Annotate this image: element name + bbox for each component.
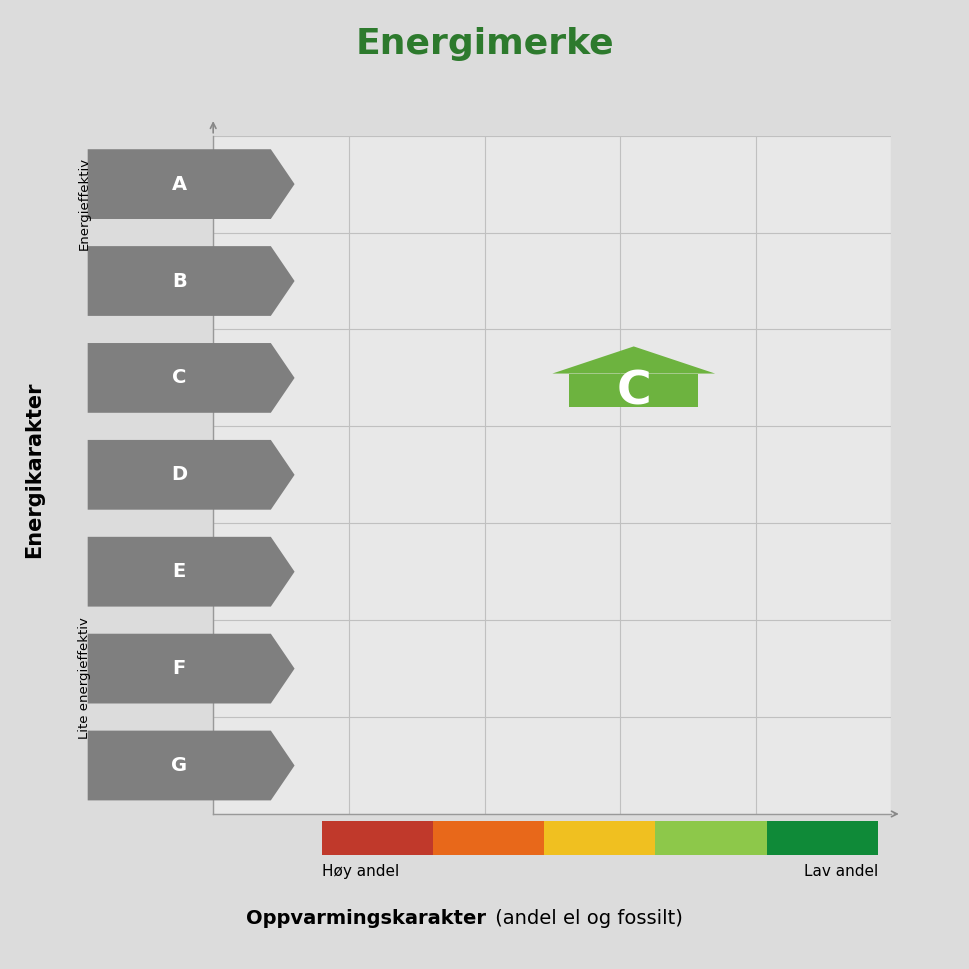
Text: C: C xyxy=(172,368,186,388)
Polygon shape xyxy=(88,246,295,316)
Polygon shape xyxy=(88,343,295,413)
Polygon shape xyxy=(552,347,715,374)
Text: B: B xyxy=(172,271,187,291)
Text: G: G xyxy=(172,756,187,775)
Text: D: D xyxy=(172,465,187,484)
Text: Energikarakter: Energikarakter xyxy=(24,382,44,558)
Polygon shape xyxy=(88,149,295,219)
Bar xyxy=(655,821,766,855)
Text: E: E xyxy=(172,562,186,581)
Text: A: A xyxy=(172,174,187,194)
Polygon shape xyxy=(88,634,295,703)
Bar xyxy=(433,821,545,855)
Text: F: F xyxy=(172,659,186,678)
Text: C: C xyxy=(616,370,651,415)
Polygon shape xyxy=(88,731,295,800)
Text: Energieffektiv: Energieffektiv xyxy=(78,157,91,250)
Polygon shape xyxy=(88,537,295,607)
Text: Lite energieffektiv: Lite energieffektiv xyxy=(78,617,91,739)
Polygon shape xyxy=(88,440,295,510)
Bar xyxy=(766,821,878,855)
Bar xyxy=(322,821,433,855)
Text: Oppvarmingskarakter: Oppvarmingskarakter xyxy=(246,909,486,928)
Text: Lav andel: Lav andel xyxy=(803,864,878,879)
Text: Energimerke: Energimerke xyxy=(356,26,613,61)
Polygon shape xyxy=(570,374,698,407)
Text: (andel el og fossilt): (andel el og fossilt) xyxy=(489,909,683,928)
Text: Høy andel: Høy andel xyxy=(322,864,399,879)
Bar xyxy=(545,821,655,855)
